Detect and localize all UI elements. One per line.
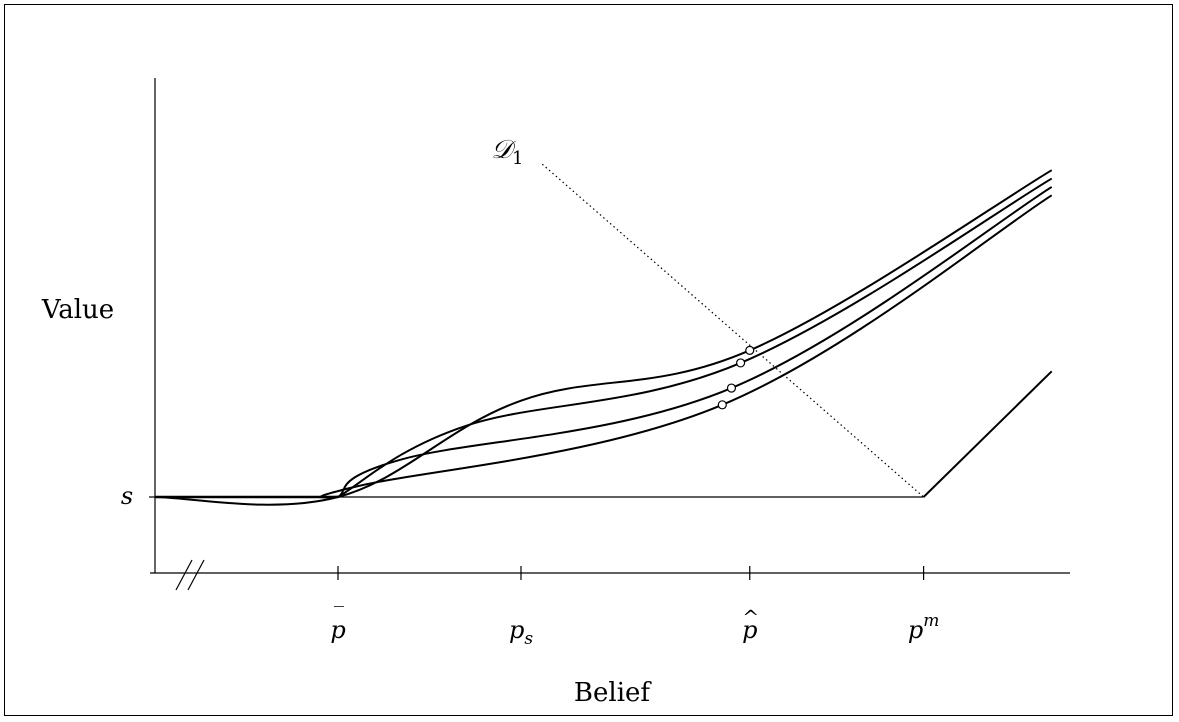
value-curve-5: [922, 370, 1053, 498]
curve-marker-2: [735, 358, 746, 368]
s-level-label: s: [121, 482, 133, 510]
axes: [149, 78, 1070, 591]
x-axis-label: Belief: [574, 678, 653, 708]
x-tick-label: pm: [908, 611, 940, 644]
value-curve-4: [319, 194, 1053, 499]
value-curve-3: [337, 186, 1053, 498]
d1-annotation-label: 𝒟1: [491, 135, 523, 169]
x-tick-accent: ‾: [334, 602, 344, 626]
x-tick-label: p: [330, 616, 345, 644]
value-curve-1: [154, 169, 1053, 506]
curve-marker-1: [745, 345, 755, 355]
axis-break-mark: [175, 559, 193, 591]
x-tick-label: p: [742, 616, 757, 644]
x-tick-label: ps: [509, 616, 533, 649]
curve-marker-3: [726, 383, 737, 393]
value-curve-2: [337, 177, 1053, 498]
x-tick-accent: ^: [742, 605, 759, 629]
figure-frame: [4, 4, 1173, 716]
y-axis-label: Value: [41, 295, 114, 325]
series-layer: [154, 163, 1053, 506]
d1-dotted-line: [541, 163, 924, 498]
axis-break-mark: [187, 559, 205, 591]
curve-marker-4: [717, 400, 727, 410]
